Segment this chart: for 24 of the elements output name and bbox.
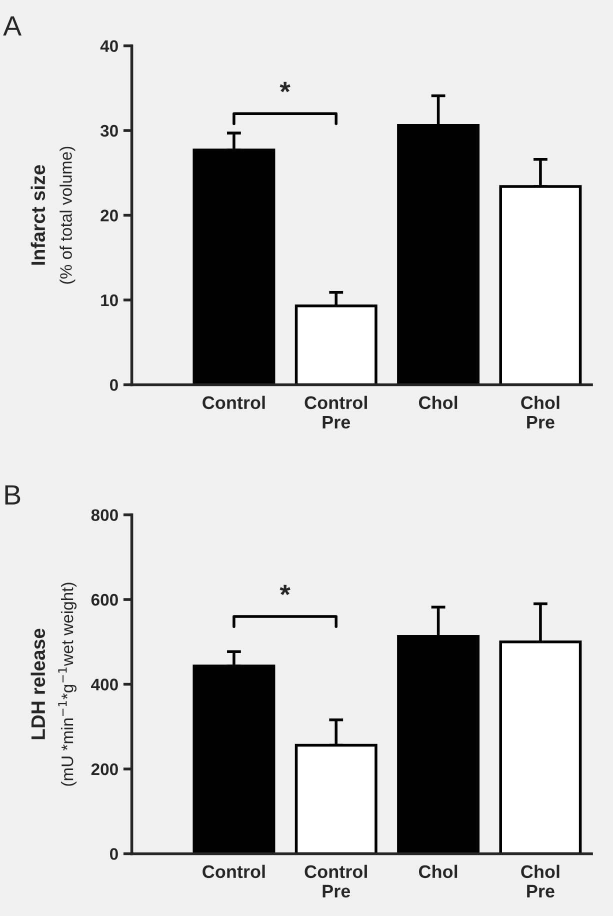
chart-title: B [5,485,20,504]
x-tick-label: Chol [418,396,458,410]
y-tick-label: 0 [110,379,118,391]
y-tick-label: 30 [100,124,118,137]
x-tick-label: Control Pre [304,864,367,898]
y-tick-label: 20 [100,210,118,222]
y-tick-label: 200 [91,763,118,776]
x-tick-label: Control [202,396,265,410]
x-tick-label: Control [202,864,265,878]
y-tick-label: 600 [91,594,118,606]
annotation: * [280,584,290,596]
y-tick-label: 0 [110,848,118,860]
x-tick-label: Chol [418,864,458,878]
y-tick-label: 800 [91,509,118,521]
chart-title: A [3,16,22,36]
y-tick-label: 10 [101,294,118,306]
annotation: * [280,82,290,92]
y-axis-title: LDH release (mU *min$^{−1}$*g$^{−1}$wet weight) [30,582,77,786]
x-tick-label: Control Pre [304,396,367,429]
y-tick-label: 40 [100,40,118,52]
x-tick-label: Chol Pre [521,396,560,429]
y-axis-title: Infarct size (% of total volume) [30,146,76,284]
y-tick-label: 400 [91,678,118,690]
x-tick-label: Chol Pre [521,864,560,898]
